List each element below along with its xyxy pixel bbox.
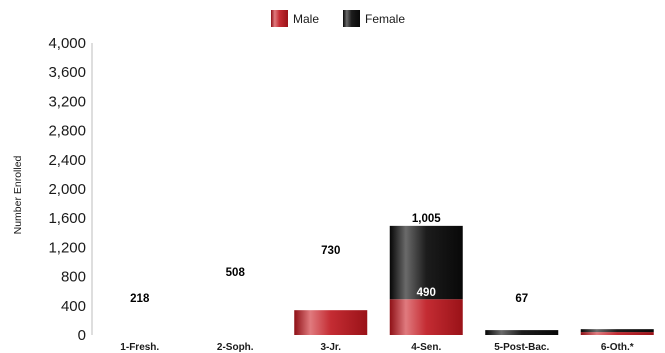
legend: Male Female bbox=[271, 10, 405, 27]
y-tick-label: 1,200 bbox=[48, 239, 86, 256]
y-tick-label: 0 bbox=[78, 327, 86, 344]
y-axis-label: Number Enrolled bbox=[12, 155, 24, 234]
total-data-label: 67 bbox=[515, 293, 528, 305]
x-category-label: 5-Post-Bac. bbox=[494, 342, 549, 353]
x-category-label: 3-Jr. bbox=[320, 342, 341, 353]
bar-female bbox=[389, 225, 463, 300]
y-tick-label: 800 bbox=[61, 269, 86, 286]
y-tick-label: 2,400 bbox=[48, 152, 86, 169]
total-data-label: 218 bbox=[130, 293, 150, 305]
total-data-label: 1,005 bbox=[412, 213, 441, 225]
bar-male bbox=[580, 332, 654, 335]
bar-female bbox=[580, 329, 654, 333]
x-category-label: 1-Fresh. bbox=[120, 342, 159, 353]
y-tick-label: 3,600 bbox=[48, 64, 86, 81]
legend-swatch-female bbox=[343, 10, 360, 27]
legend-label-female: Female bbox=[365, 12, 405, 26]
y-tick-label: 2,800 bbox=[48, 123, 86, 140]
y-tick-label: 4,000 bbox=[48, 35, 86, 52]
legend-label-male: Male bbox=[293, 12, 319, 26]
y-tick-label: 3,200 bbox=[48, 93, 86, 110]
total-data-label: 730 bbox=[321, 245, 340, 257]
bar-male bbox=[294, 310, 368, 335]
bar-female bbox=[485, 330, 559, 335]
bar-male bbox=[389, 299, 463, 335]
y-tick-label: 1,600 bbox=[48, 210, 86, 227]
male-data-label: 490 bbox=[417, 287, 436, 299]
x-category-label: 6-Oth.* bbox=[601, 342, 634, 353]
x-category-label: 4-Sen. bbox=[411, 342, 441, 353]
total-data-label: 508 bbox=[226, 267, 246, 279]
legend-swatch-male bbox=[271, 10, 288, 27]
y-tick-label: 400 bbox=[61, 298, 86, 315]
x-category-label: 2-Soph. bbox=[217, 342, 254, 353]
y-tick-label: 2,000 bbox=[48, 181, 86, 198]
